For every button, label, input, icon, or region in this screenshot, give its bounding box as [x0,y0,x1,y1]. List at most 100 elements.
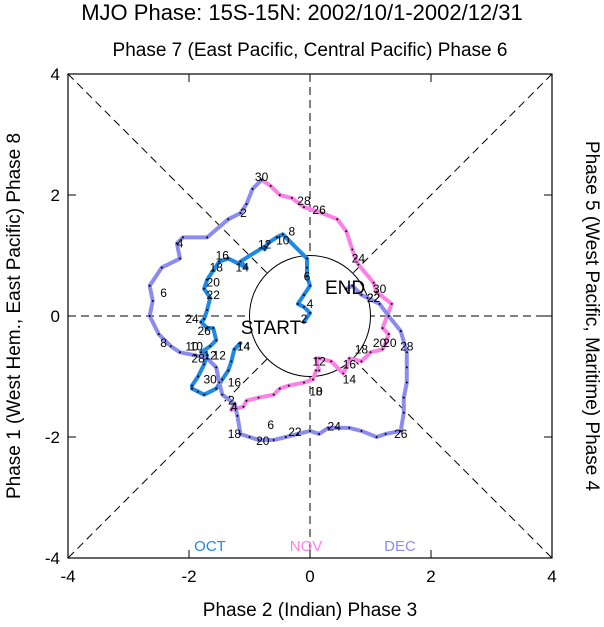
day-label: 6 [304,270,311,284]
day-point [148,284,151,287]
y-tick-label: 2 [51,186,60,205]
day-point [230,360,233,363]
day-point [197,375,200,378]
x-tick-label: 0 [305,567,314,586]
day-point [387,315,390,317]
day-point [203,287,206,290]
day-point [360,360,363,363]
top-phase-label: Phase 7 (East Pacific, Central Pacific) … [113,40,508,61]
day-point [375,290,378,293]
day-point [405,381,408,384]
day-point [178,351,181,354]
day-point [321,212,324,215]
day-point [239,260,242,263]
day-point [405,351,408,354]
day-point [302,206,305,209]
day-point [366,296,369,299]
x-tick-label: 4 [547,567,556,586]
day-label: 20 [256,434,270,448]
day-point [215,366,218,369]
day-point [354,257,357,260]
day-point [318,432,321,435]
day-point [348,426,351,429]
day-point [390,302,393,305]
day-point [378,302,381,305]
day-point [169,345,172,348]
day-label: 24 [328,420,342,434]
day-point [278,387,281,390]
day-label: 26 [312,203,326,217]
day-point [266,242,269,245]
day-point [194,354,197,357]
day-point [221,393,224,396]
day-label: 24 [352,252,366,266]
day-point [345,366,348,369]
chart-title: MJO Phase: 15S-15N: 2002/10/1-2002/12/31 [81,0,523,25]
x-tick-label: -2 [181,567,196,586]
day-point [269,184,272,187]
day-point [318,369,321,372]
day-point [272,393,275,396]
day-point [287,384,290,387]
day-point [275,236,278,239]
day-point [318,357,321,360]
day-point [148,315,151,317]
day-point [218,260,221,263]
day-label: 16 [216,249,230,263]
day-point [315,357,318,360]
y-tick-label: 0 [51,307,60,326]
day-point [242,405,245,408]
day-label: 10 [190,339,204,353]
day-label: 18 [210,261,224,275]
day-point [178,257,181,260]
day-point [315,369,318,372]
day-point [296,432,299,435]
day-point [384,432,387,435]
day-point [239,432,242,435]
day-point [245,399,248,402]
y-tick-label: -4 [45,549,60,568]
day-point [351,284,354,287]
day-point [203,363,206,366]
day-point [227,257,230,260]
day-label: 2 [240,206,247,220]
day-point [302,381,305,384]
day-point [351,248,354,251]
day-point [369,351,372,354]
day-point [281,233,284,236]
legend-oct: OCT [194,538,226,555]
day-point [236,414,239,417]
day-point [230,408,233,411]
day-label: 22 [207,288,221,302]
day-point [233,402,236,405]
day-point [206,357,209,360]
day-point [305,257,308,260]
day-point [175,242,178,245]
day-point [345,287,348,290]
day-label: 14 [236,261,250,275]
day-label: 6 [160,286,167,300]
day-label: 12 [213,348,227,362]
day-point [402,411,405,414]
day-label: 22 [288,425,302,439]
series-line-dec [147,177,409,443]
day-point [206,308,209,311]
day-point [221,378,224,381]
day-point [360,429,363,432]
day-point [233,348,236,351]
day-label: 30 [255,170,269,184]
day-point [384,342,387,345]
day-point [157,333,160,336]
day-label: 16 [343,357,357,371]
day-point [302,321,305,324]
day-label: 26 [394,427,408,441]
day-point [245,266,248,269]
end-label: END [325,278,365,299]
day-label: 8 [160,336,167,350]
day-point [342,372,345,375]
day-point [206,236,209,239]
day-point [405,366,408,369]
day-label: 18 [355,342,369,356]
day-point [302,305,305,308]
